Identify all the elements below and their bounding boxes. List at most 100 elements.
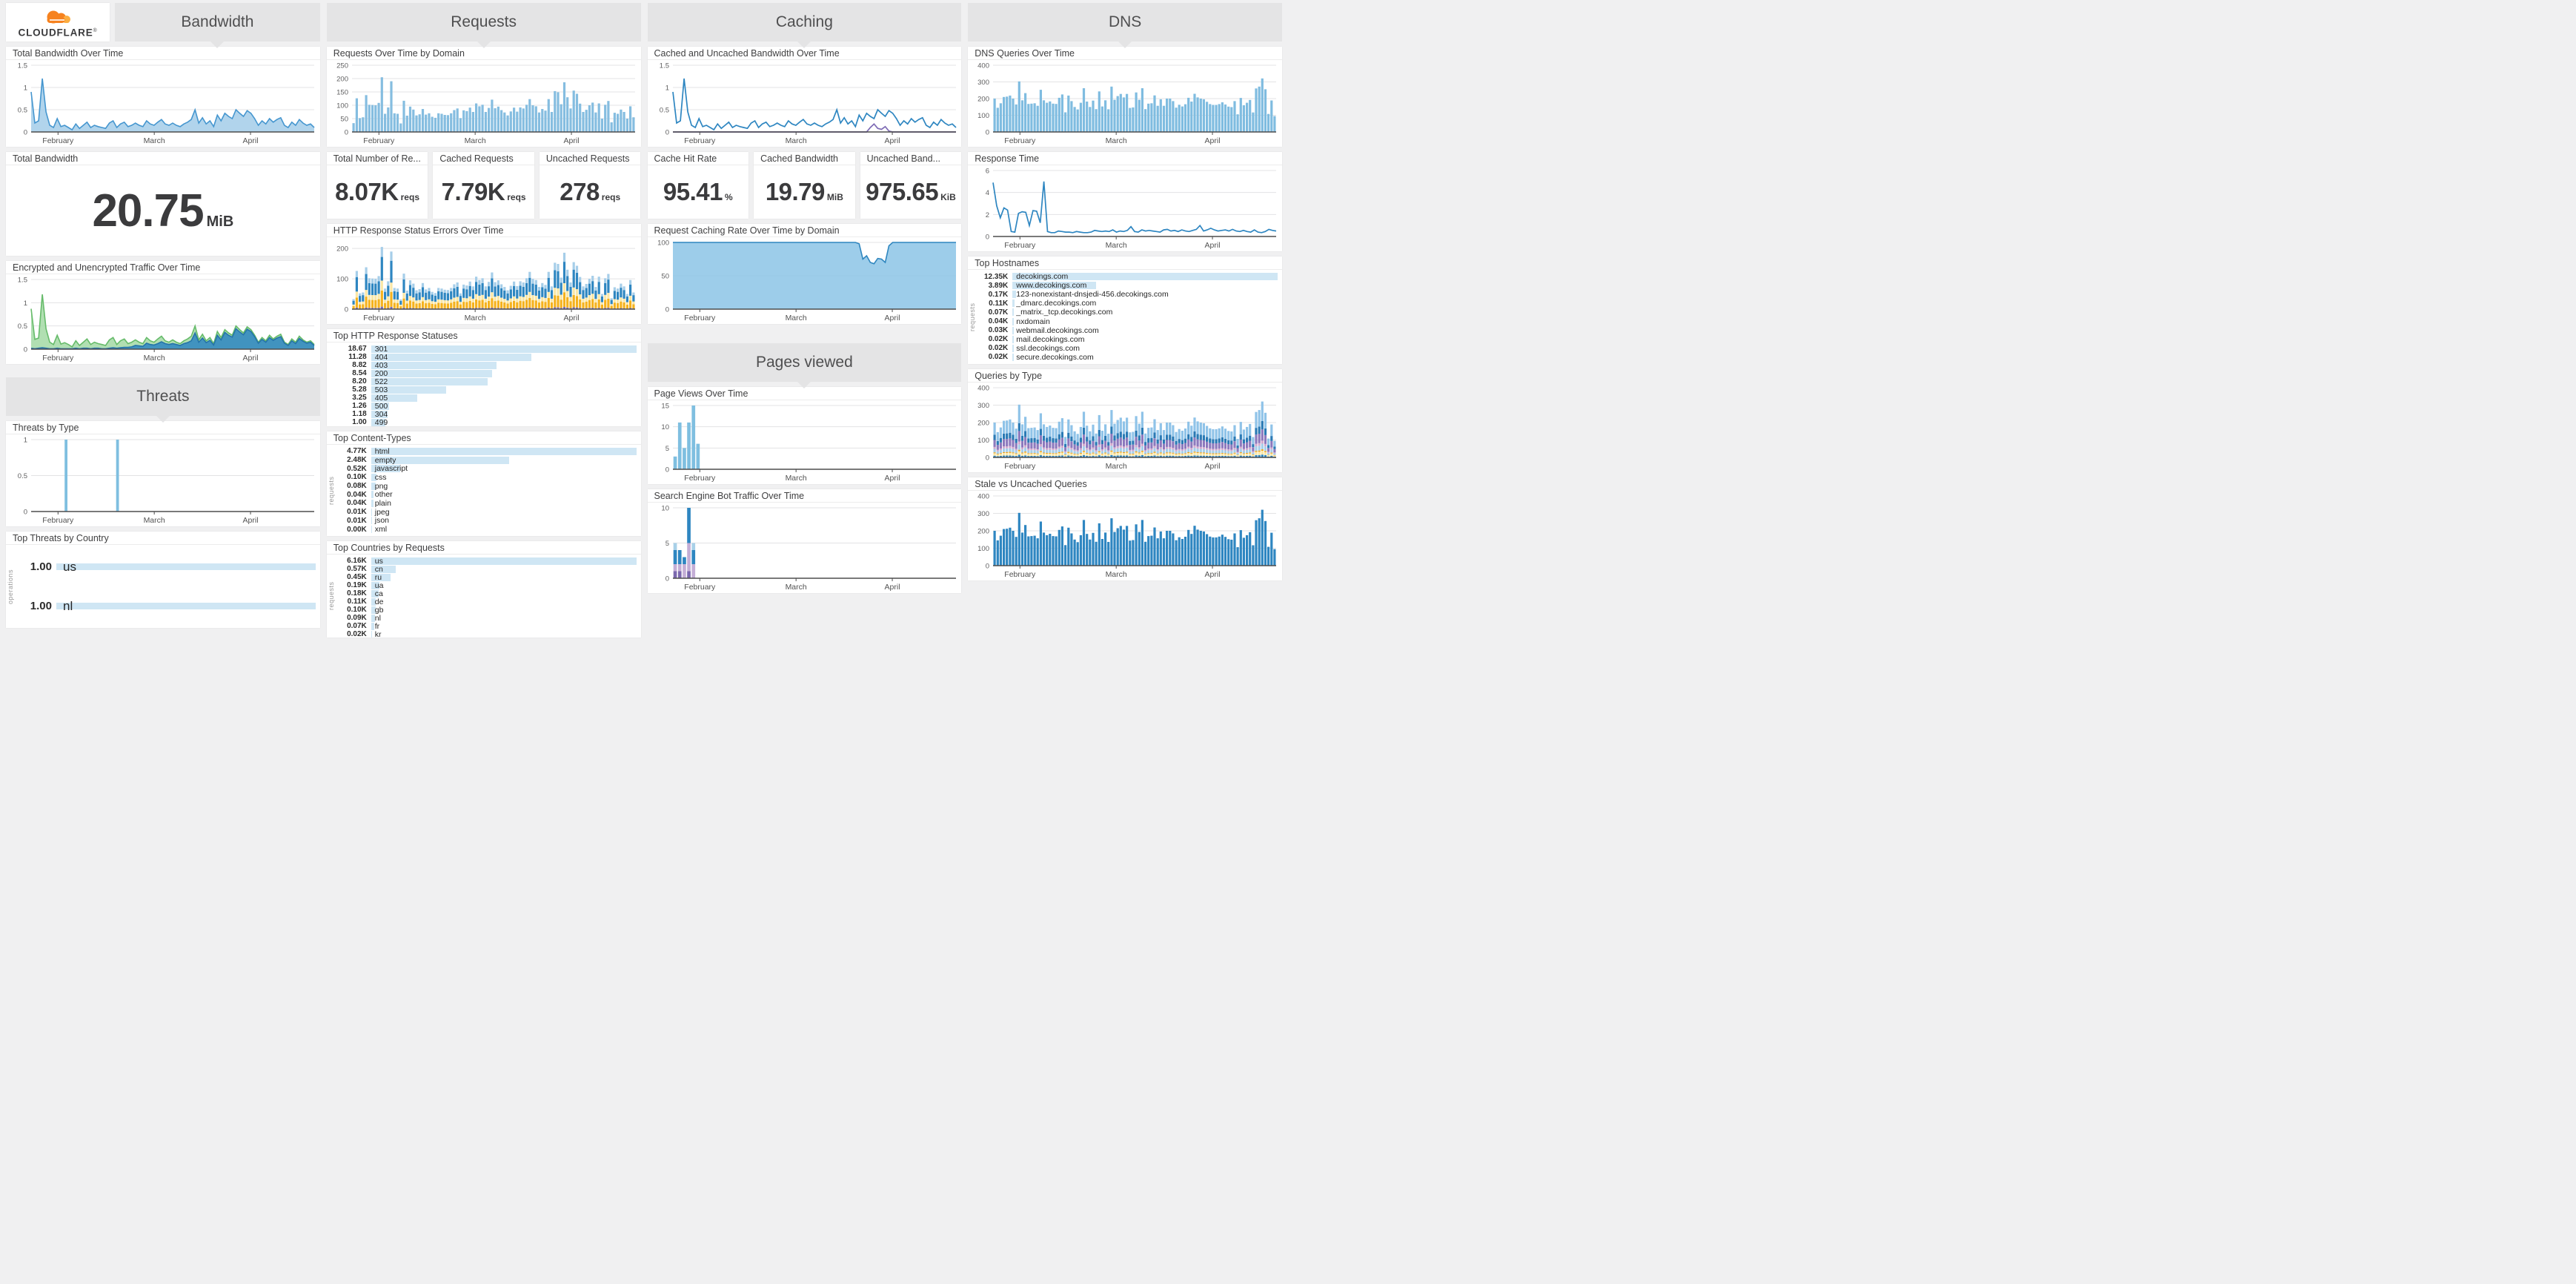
list-row[interactable]: 11.28 404 xyxy=(339,353,637,362)
list-row[interactable]: 0.17K 123-nonexistant-dnsjedi-456.decokin… xyxy=(980,290,1278,299)
queries-by-type-chart[interactable]: 0 100 200 300 400 February March April xyxy=(968,383,1282,472)
list-row[interactable]: 8.82 403 xyxy=(339,361,637,370)
list-row[interactable]: 0.45K ru xyxy=(339,573,637,582)
page-views-chart[interactable]: 0 5 10 15 February March April xyxy=(648,400,962,484)
list-row[interactable]: 0.10K css xyxy=(339,473,637,482)
list-row-bar[interactable] xyxy=(371,499,374,507)
list-row[interactable]: 0.01K json xyxy=(339,516,637,525)
list-row-bar[interactable] xyxy=(371,622,374,630)
list-row[interactable]: 0.07K fr xyxy=(339,622,637,631)
list-row-bar[interactable] xyxy=(371,565,396,573)
threats-by-type-chart[interactable]: 0 0.5 1 February March April xyxy=(6,434,320,526)
list-row[interactable]: 8.20 522 xyxy=(339,377,637,386)
list-row[interactable]: 0.52K javascript xyxy=(339,464,637,473)
list-row-bar[interactable] xyxy=(371,526,373,534)
list-row[interactable]: 0.11K de xyxy=(339,598,637,606)
list-row-bar[interactable] xyxy=(371,491,374,499)
list-row-bar-area: www.decokings.com xyxy=(1012,281,1278,290)
list-row[interactable]: 18.67 301 xyxy=(339,345,637,354)
list-row-bar[interactable] xyxy=(1012,308,1015,317)
list-row-bar[interactable] xyxy=(371,557,637,565)
list-row-bar[interactable] xyxy=(1012,335,1014,343)
list-row[interactable]: 0.02K mail.decokings.com xyxy=(980,335,1278,344)
list-row-bar[interactable] xyxy=(371,482,376,490)
list-row[interactable]: 0.02K ssl.decokings.com xyxy=(980,344,1278,353)
list-row-bar[interactable] xyxy=(371,447,637,455)
list-row-bar[interactable] xyxy=(371,369,493,377)
list-row[interactable]: 0.04K other xyxy=(339,490,637,499)
list-row-bar[interactable] xyxy=(1012,353,1014,361)
list-row[interactable]: 1.00 499 xyxy=(339,418,637,427)
list-row-bar[interactable] xyxy=(371,361,497,369)
list-row-bar[interactable] xyxy=(371,589,379,598)
list-row[interactable]: 0.01K jpeg xyxy=(339,508,637,517)
list-row-bar[interactable] xyxy=(1012,326,1014,334)
list-row[interactable]: 0.10K gb xyxy=(339,606,637,615)
list-row-bar[interactable] xyxy=(371,385,446,394)
list-row-bar[interactable] xyxy=(371,465,400,473)
list-row[interactable]: 5.28 503 xyxy=(339,385,637,394)
svg-text:April: April xyxy=(243,516,259,525)
search-bot-chart[interactable]: 0 5 10 February March April xyxy=(648,503,962,593)
requests-over-time-chart[interactable]: 0 50 100 150 200 250 February March April xyxy=(327,60,641,147)
list-row-bar[interactable] xyxy=(371,614,375,622)
encrypted-traffic-chart[interactable]: 0 0.5 1 1.5 February March April xyxy=(6,274,320,364)
list-row[interactable]: 0.57K cn xyxy=(339,565,637,574)
list-row[interactable]: 0.18K ca xyxy=(339,589,637,598)
list-row-bar[interactable] xyxy=(1012,300,1015,308)
list-row[interactable]: 6.16K us xyxy=(339,557,637,566)
list-row[interactable]: 0.08K png xyxy=(339,482,637,491)
list-row[interactable]: 0.02K secure.decokings.com xyxy=(980,353,1278,362)
list-row[interactable]: 1.26 500 xyxy=(339,402,637,411)
total-bandwidth-over-time-chart[interactable]: 0 0.5 1 1.5 February March April xyxy=(6,60,320,147)
list-row[interactable]: 0.04K plain xyxy=(339,499,637,508)
list-row[interactable]: 3.25 405 xyxy=(339,394,637,403)
list-row-bar[interactable] xyxy=(56,603,316,609)
cached-uncached-bandwidth-chart[interactable]: 0 0.5 1 1.5 February March April xyxy=(648,60,962,147)
list-row-bar[interactable] xyxy=(371,394,418,402)
list-row-bar[interactable] xyxy=(371,353,531,361)
list-row-bar[interactable] xyxy=(371,517,373,525)
list-row-bar[interactable] xyxy=(1012,291,1017,299)
list-row[interactable]: 0.00K xml xyxy=(339,525,637,534)
list-row[interactable]: 1.18 304 xyxy=(339,410,637,419)
list-row[interactable]: 0.07K _matrix._tcp.decokings.com xyxy=(980,308,1278,317)
list-row-bar[interactable] xyxy=(371,598,376,606)
list-row-bar[interactable] xyxy=(371,581,379,589)
list-row-bar[interactable] xyxy=(1012,317,1014,325)
list-row[interactable]: 8.54 200 xyxy=(339,369,637,378)
list-row[interactable]: 3.89K www.decokings.com xyxy=(980,281,1278,290)
list-row-bar[interactable] xyxy=(371,606,376,614)
list-row-bar[interactable] xyxy=(371,508,373,516)
list-row-bar[interactable] xyxy=(1012,344,1014,352)
list-row[interactable]: 0.11K _dmarc.decokings.com xyxy=(980,299,1278,308)
list-row[interactable]: 0.04K nxdomain xyxy=(980,317,1278,326)
list-row[interactable]: 0.03K webmail.decokings.com xyxy=(980,326,1278,335)
list-row[interactable]: 0.19K ua xyxy=(339,581,637,590)
panel-title: Top Hostnames xyxy=(968,257,1282,270)
list-row-bar[interactable] xyxy=(1012,273,1278,281)
list-row-bar[interactable] xyxy=(371,377,488,385)
http-errors-chart[interactable]: 0 100 200 February March April xyxy=(327,237,641,324)
list-row-bar[interactable] xyxy=(371,410,388,418)
list-row-bar[interactable] xyxy=(371,402,389,410)
list-row[interactable]: 4.77K html xyxy=(339,447,637,456)
dns-queries-chart[interactable]: 0 100 200 300 400 February March April xyxy=(968,60,1282,147)
list-row[interactable]: 1.00 nl xyxy=(18,599,316,613)
list-row-bar[interactable] xyxy=(56,563,316,570)
list-row[interactable]: 0.02K kr xyxy=(339,630,637,638)
list-row-bar[interactable] xyxy=(371,630,373,638)
list-row[interactable]: 0.09K nl xyxy=(339,614,637,623)
list-row-bar[interactable] xyxy=(371,473,377,481)
list-row[interactable]: 1.00 us xyxy=(18,560,316,574)
list-row-bar[interactable] xyxy=(371,456,509,464)
list-row[interactable]: 12.35K decokings.com xyxy=(980,272,1278,281)
list-row-bar[interactable] xyxy=(1012,282,1096,290)
stale-uncached-chart[interactable]: 0 100 200 300 400 February March April xyxy=(968,491,1282,580)
caching-rate-chart[interactable]: 0 50 100 February March April xyxy=(648,237,962,324)
list-row[interactable]: 2.48K empty xyxy=(339,456,637,465)
list-row-bar[interactable] xyxy=(371,418,385,426)
response-time-chart[interactable]: 0 2 4 6 February March April xyxy=(968,165,1282,251)
list-row-bar[interactable] xyxy=(371,573,391,581)
list-row-bar[interactable] xyxy=(371,345,637,353)
